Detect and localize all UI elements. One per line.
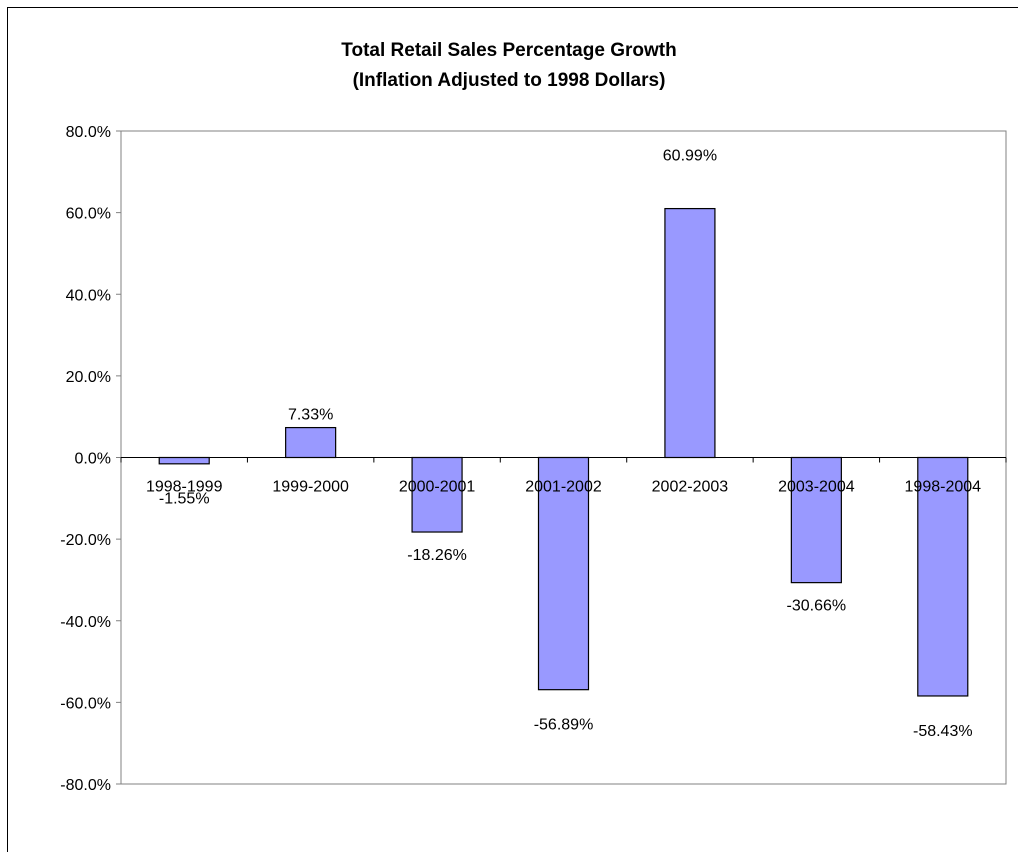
data-label: -18.26% — [407, 547, 467, 564]
x-tick-label: 2002-2003 — [652, 479, 729, 496]
data-label: 7.33% — [288, 407, 333, 424]
bars — [158, 207, 969, 697]
data-label: -1.55% — [159, 491, 210, 508]
x-tick-label: 2003-2004 — [778, 479, 855, 496]
y-tick-label: -80.0% — [60, 777, 111, 794]
y-tick-label: 80.0% — [66, 124, 111, 141]
y-tick-label: 0.0% — [75, 451, 111, 468]
data-label: -58.43% — [913, 723, 973, 740]
bar — [158, 456, 210, 465]
bar — [411, 456, 463, 533]
x-axis: 1998-1999 1999-2000 2000-2001 2001-2002 2002… — [120, 457, 1007, 496]
y-axis: 80.0% 60.0% 40.0% 20.0% 0.0% -20.0% -40.0% -60.… — [60, 124, 122, 794]
y-tick-label: 40.0% — [66, 287, 111, 304]
x-tick-label: 1998-2004 — [905, 479, 982, 496]
chart-subtitle: (Inflation Adjusted to 1998 Dollars) — [352, 70, 666, 91]
bar — [917, 456, 969, 697]
chart-frame — [7, 7, 1018, 852]
y-tick-label: -40.0% — [60, 614, 111, 631]
y-tick-label: 20.0% — [66, 369, 111, 386]
bar — [537, 456, 590, 691]
data-label: -56.89% — [534, 717, 594, 734]
y-tick-label: 60.0% — [66, 206, 111, 223]
y-tick-label: -20.0% — [60, 532, 111, 549]
data-label: -30.66% — [787, 598, 847, 615]
bar — [664, 207, 716, 459]
y-tick-label: -60.0% — [60, 695, 111, 712]
bar — [790, 456, 842, 584]
bar — [285, 426, 337, 459]
x-tick-label: 1998-1999 — [146, 479, 223, 496]
data-labels: -1.55% 7.33% -18.26% -56.89% 60.99% -30.66% -5… — [159, 148, 973, 740]
x-tick-label: 2001-2002 — [525, 479, 602, 496]
chart-title: Total Retail Sales Percentage Growth — [341, 40, 677, 61]
data-label: 60.99% — [663, 148, 717, 165]
x-tick-label: 2000-2001 — [399, 479, 476, 496]
x-tick-label: 1999-2000 — [272, 479, 349, 496]
